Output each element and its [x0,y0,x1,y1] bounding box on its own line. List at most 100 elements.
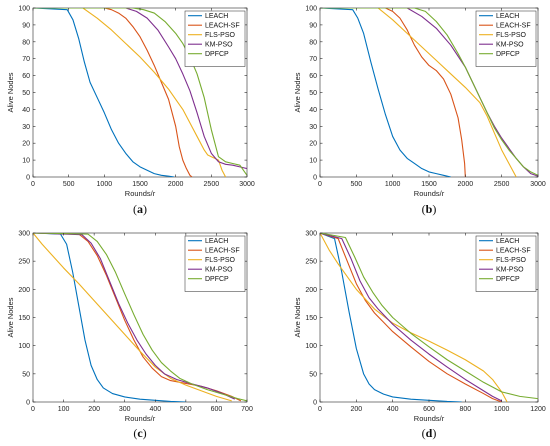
legend-box [475,235,537,292]
x-axis-label: Rounds/r [414,189,445,198]
legend-box [184,235,246,292]
chart-panel-c: 0 100 200 300 400 500 600 700 0 50 100 150 200 250 300… [6,231,253,441]
caption-letter: a [137,202,143,216]
legend-entry-leach: LEACH [205,13,228,20]
y-tick-label: 40 [309,107,317,114]
x-tick-label: 700 [241,406,253,413]
legend-entry-km-pso: KM-PSO [205,267,233,274]
x-tick-label: 400 [149,406,161,413]
y-tick-label: 40 [22,107,30,114]
y-tick-label: 10 [22,158,30,165]
x-axis-label: Rounds/r [125,414,156,423]
legend: LEACH LEACH-SF FLS-PSO KM-PSO DPFCP [184,235,246,292]
legend-entry-dpfcp: DPFCP [496,51,520,58]
chart-panel-a: 0 500 1000 1500 2000 2500 3000 0 10 20 30 40 50 60 70 8… [6,6,255,217]
y-tick-label: 70 [309,56,317,63]
panel-caption: (d) [422,426,437,440]
series-line-leach-sf [320,233,502,402]
x-tick-label: 1000 [385,181,401,188]
x-tick-label: 100 [58,406,70,413]
y-axis-label: Alive Nodes [293,297,302,337]
y-axis-label: Alive Nodes [6,72,15,112]
y-tick-label: 300 [305,231,317,238]
caption-close: ) [143,426,147,440]
caption-letter: d [426,426,433,440]
series-line-dpfcp [320,8,538,176]
x-tick-label: 400 [387,406,399,413]
series-line-leach-sf [320,8,466,177]
legend: LEACH LEACH-SF FLS-PSO KM-PSO DPFCP [184,10,246,67]
caption-letter: b [426,202,433,216]
y-tick-label: 60 [309,73,317,80]
legend-box [184,10,246,67]
panel-caption: (b) [422,202,437,216]
x-tick-label: 2000 [168,181,184,188]
y-tick-label: 30 [22,124,30,131]
series-line-dpfcp [320,233,538,400]
legend-entry-leach-sf: LEACH-SF [496,23,531,30]
y-tick-label: 100 [18,6,30,13]
series-line-leach [33,233,186,402]
x-tick-label: 200 [88,406,100,413]
legend: LEACH LEACH-SF FLS-PSO KM-PSO DPFCP [475,235,537,292]
y-tick-label: 150 [18,315,30,322]
series-line-leach [320,8,451,177]
series-line-km-pso [320,233,502,402]
series-line-fls-pso [33,233,232,402]
y-tick-label: 30 [309,124,317,131]
caption-open: ( [422,202,426,216]
x-tick-label: 0 [318,181,322,188]
x-tick-label: 300 [119,406,131,413]
y-tick-label: 0 [26,175,30,182]
x-tick-label: 1500 [421,181,437,188]
caption-close: ) [432,202,436,216]
y-tick-label: 90 [22,22,30,29]
x-axis-label: Rounds/r [125,189,156,198]
series-line-leach [33,8,175,177]
y-tick-label: 100 [305,6,317,13]
x-tick-label: 200 [350,406,362,413]
caption-open: ( [133,426,137,440]
legend-entry-dpfcp: DPFCP [496,276,520,283]
series-line-fls-pso [320,8,517,177]
y-tick-label: 100 [18,343,30,350]
y-tick-label: 250 [18,259,30,266]
y-tick-label: 250 [305,259,317,266]
y-tick-label: 200 [305,287,317,294]
legend-entry-fls-pso: FLS-PSO [205,32,236,39]
legend-entry-km-pso: KM-PSO [496,42,524,49]
x-tick-label: 2500 [494,181,510,188]
x-tick-label: 500 [180,406,192,413]
legend-entry-leach: LEACH [496,238,519,245]
legend-entry-leach-sf: LEACH-SF [205,23,240,30]
y-tick-label: 80 [22,39,30,46]
x-tick-label: 2500 [204,181,220,188]
legend-entry-dpfcp: DPFCP [205,51,229,58]
chart-panel-b: 0 500 1000 1500 2000 2500 3000 0 10 20 30 40 50 60 70 8… [293,6,546,217]
x-tick-label: 600 [211,406,223,413]
chart-panel-d: 0 200 400 600 800 1000 1200 0 50 100 150 200 250 300 R… [293,231,546,441]
legend-entry-fls-pso: FLS-PSO [205,257,236,264]
x-tick-label: 3000 [239,181,255,188]
x-tick-label: 0 [31,181,35,188]
x-tick-label: 1200 [530,406,546,413]
x-tick-label: 800 [459,406,471,413]
legend-entry-km-pso: KM-PSO [496,267,524,274]
panel-caption: (a) [133,202,147,216]
legend-entry-km-pso: KM-PSO [205,42,233,49]
caption-open: ( [422,426,426,440]
series-group [33,233,247,402]
caption-close: ) [432,426,436,440]
caption-letter: c [137,426,143,440]
x-tick-label: 600 [423,406,435,413]
series-line-km-pso [33,233,235,400]
series-line-dpfcp [33,233,247,402]
x-tick-label: 500 [350,181,362,188]
y-tick-label: 200 [18,287,30,294]
y-tick-label: 70 [22,56,30,63]
y-tick-label: 60 [22,73,30,80]
legend-entry-leach: LEACH [205,238,228,245]
y-tick-label: 50 [22,371,30,378]
series-line-leach [320,233,462,402]
y-tick-label: 90 [309,22,317,29]
